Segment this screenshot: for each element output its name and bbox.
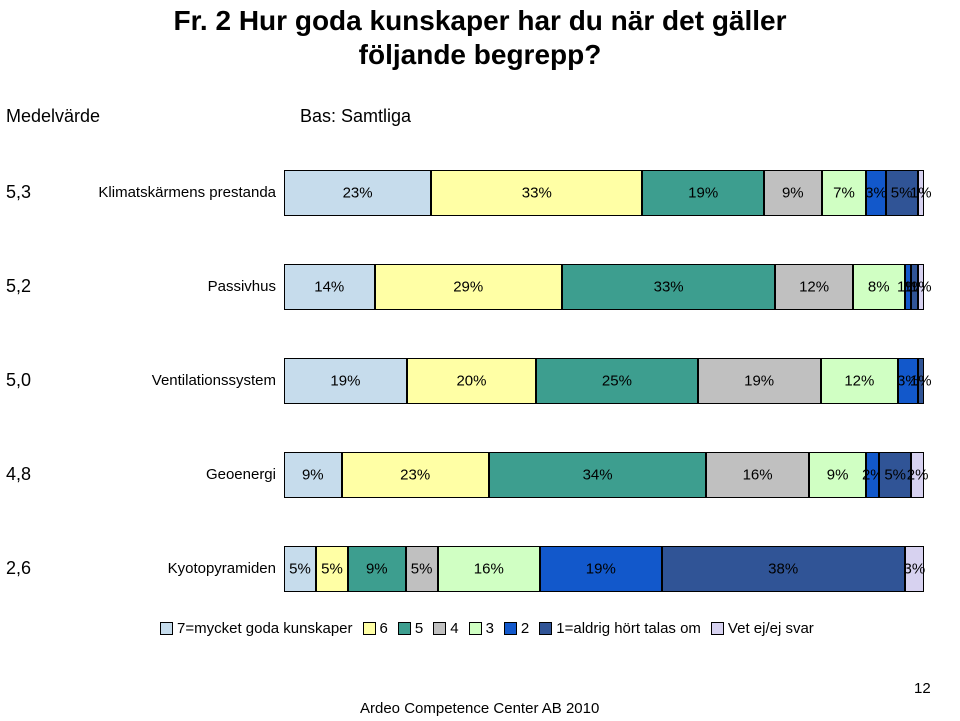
- segment-label: 29%: [375, 279, 562, 296]
- chart-title: Fr. 2 Hur goda kunskaper har du när det …: [110, 4, 850, 71]
- segment-label: 1%: [907, 279, 935, 296]
- segment-label: 34%: [489, 467, 707, 484]
- segment-label: 9%: [764, 185, 822, 202]
- legend-label: 5: [415, 620, 423, 637]
- segment-label: 23%: [284, 185, 431, 202]
- segment-label: 33%: [562, 279, 775, 296]
- bar-track: 19%20%25%19%12%3%1%: [284, 358, 924, 404]
- legend-label: 3: [486, 620, 494, 637]
- mean-value: 5,2: [6, 276, 56, 297]
- legend-swatch: [433, 622, 446, 635]
- bar-track: 14%29%33%12%8%1%1%1%: [284, 264, 924, 310]
- legend-label: 1=aldrig hört talas om: [556, 620, 701, 637]
- legend-swatch: [539, 622, 552, 635]
- category-label: Kyotopyramiden: [72, 560, 276, 577]
- legend-label: 2: [521, 620, 529, 637]
- category-label: Ventilationssystem: [72, 372, 276, 389]
- page-number: 12: [914, 680, 931, 697]
- legend: 7=mycket goda kunskaper 6 5 4 3 2 1=aldrig hör…: [150, 620, 814, 637]
- segment-label: 16%: [438, 561, 540, 578]
- segment-label: 12%: [821, 373, 899, 390]
- medelvarde-label: Medelvärde: [6, 106, 100, 127]
- legend-swatch: [711, 622, 724, 635]
- legend-label: 6: [380, 620, 388, 637]
- segment-label: 19%: [642, 185, 764, 202]
- mean-value: 5,0: [6, 370, 56, 391]
- bas-label: Bas: Samtliga: [300, 106, 411, 127]
- category-label: Klimatskärmens prestanda: [72, 184, 276, 201]
- bar-track: 5%5%9%5%16%19%38%3%: [284, 546, 924, 592]
- segment-label: 19%: [698, 373, 821, 390]
- segment-label: 3%: [900, 561, 928, 578]
- legend-label: Vet ej/ej svar: [728, 620, 814, 637]
- segment-label: 38%: [662, 561, 905, 578]
- segment-label: 33%: [431, 185, 642, 202]
- segment-label: 1%: [907, 185, 935, 202]
- mean-value: 2,6: [6, 558, 56, 579]
- mean-value: 4,8: [6, 464, 56, 485]
- segment-label: 5%: [406, 561, 438, 578]
- bar-track: 9%23%34%16%9%2%5%2%: [284, 452, 924, 498]
- title-line2: följande begrepp?: [359, 39, 602, 70]
- segment-label: 1%: [907, 373, 935, 390]
- segment-label: 19%: [284, 373, 407, 390]
- legend-swatch: [363, 622, 376, 635]
- category-label: Geoenergi: [72, 466, 276, 483]
- segment-label: 12%: [775, 279, 853, 296]
- segment-label: 23%: [342, 467, 489, 484]
- mean-value: 5,3: [6, 182, 56, 203]
- segment-label: 7%: [822, 185, 867, 202]
- segment-label: 19%: [540, 561, 662, 578]
- segment-label: 2%: [904, 467, 932, 484]
- segment-label: 25%: [536, 373, 698, 390]
- segment-label: 14%: [284, 279, 375, 296]
- title-line1: Fr. 2 Hur goda kunskaper har du när det …: [173, 5, 786, 36]
- segment-label: 5%: [284, 561, 316, 578]
- legend-swatch: [160, 622, 173, 635]
- legend-label: 7=mycket goda kunskaper: [177, 620, 353, 637]
- segment-label: 9%: [809, 467, 867, 484]
- segment-label: 16%: [706, 467, 808, 484]
- segment-label: 9%: [284, 467, 342, 484]
- bar-track: 23%33%19%9%7%3%5%1%: [284, 170, 924, 216]
- segment-label: 5%: [316, 561, 348, 578]
- footer-text: Ardeo Competence Center AB 2010: [360, 700, 599, 717]
- legend-label: 4: [450, 620, 458, 637]
- segment-label: 20%: [407, 373, 536, 390]
- category-label: Passivhus: [72, 278, 276, 295]
- legend-swatch: [504, 622, 517, 635]
- legend-swatch: [469, 622, 482, 635]
- segment-label: 9%: [348, 561, 406, 578]
- legend-swatch: [398, 622, 411, 635]
